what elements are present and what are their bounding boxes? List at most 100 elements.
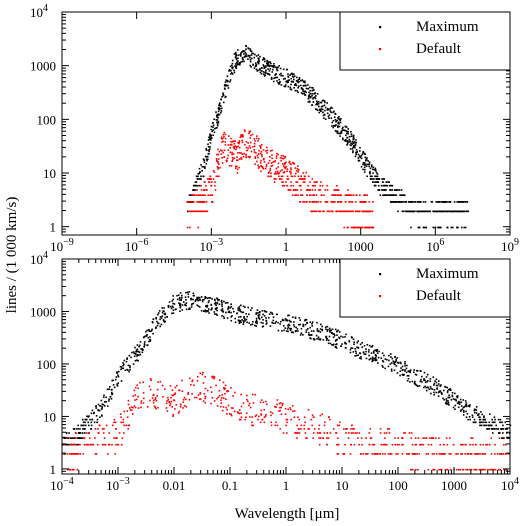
data-point (347, 130, 349, 133)
data-point (149, 340, 152, 342)
data-point (172, 309, 175, 312)
data-point (372, 172, 374, 174)
data-point (115, 437, 117, 439)
data-point (466, 413, 469, 415)
data-point (453, 210, 455, 213)
data-point (410, 226, 412, 229)
data-point (407, 377, 410, 380)
data-point (200, 210, 203, 213)
data-point (136, 355, 138, 357)
data-point (351, 140, 354, 143)
data-point (383, 432, 386, 434)
data-point (94, 437, 96, 439)
data-point (334, 194, 336, 196)
data-point (249, 137, 251, 139)
data-point (394, 363, 396, 366)
data-point (276, 80, 278, 82)
data-point (438, 468, 440, 471)
data-point (201, 299, 204, 301)
data-point (207, 310, 210, 312)
data-point (300, 424, 303, 427)
data-point (379, 432, 382, 434)
data-point (504, 421, 507, 424)
data-point (136, 384, 138, 387)
data-point (286, 319, 289, 322)
default-series (62, 371, 510, 471)
data-point (250, 150, 253, 153)
data-point (257, 153, 260, 155)
data-point (81, 437, 83, 439)
data-point (275, 178, 277, 180)
data-point (217, 158, 220, 160)
data-point (254, 163, 256, 165)
data-point (346, 226, 348, 229)
data-point (238, 158, 241, 160)
data-point (238, 319, 241, 322)
data-point (247, 147, 249, 149)
data-point (166, 400, 168, 402)
data-point (274, 405, 276, 408)
data-point (127, 399, 130, 402)
data-point (234, 321, 237, 323)
data-point (278, 83, 281, 85)
data-point (205, 296, 207, 299)
data-point (261, 310, 264, 312)
data-point (103, 396, 105, 398)
data-point (475, 468, 477, 471)
data-point (422, 437, 425, 439)
data-point (71, 468, 74, 471)
data-point (400, 362, 402, 365)
data-point (224, 302, 227, 304)
data-point (215, 111, 217, 113)
data-point (126, 368, 128, 371)
data-point (262, 73, 265, 75)
data-point (366, 344, 369, 346)
data-point (178, 299, 181, 301)
data-point (352, 432, 354, 434)
data-point (316, 103, 319, 106)
data-point (374, 349, 376, 352)
data-point (478, 418, 481, 421)
data-point (365, 357, 368, 360)
data-point (318, 428, 320, 430)
data-point (467, 418, 469, 421)
data-point (97, 428, 99, 430)
data-point (295, 170, 298, 172)
data-point (445, 210, 448, 213)
data-point (198, 167, 201, 170)
data-point (210, 184, 213, 187)
data-point (199, 372, 201, 375)
data-point (154, 406, 157, 409)
data-point (127, 364, 130, 367)
data-point (206, 159, 208, 162)
data-point (108, 398, 110, 400)
data-point (79, 437, 82, 439)
data-point (254, 324, 256, 327)
data-point (468, 405, 471, 408)
data-point (115, 428, 117, 430)
data-point (250, 50, 253, 53)
data-point (272, 80, 275, 83)
data-point (66, 468, 69, 471)
data-point (255, 325, 258, 327)
data-point (467, 453, 470, 455)
data-point (307, 409, 310, 411)
data-point (458, 401, 461, 404)
data-point (305, 437, 307, 439)
data-point (265, 413, 267, 416)
data-point (320, 201, 322, 203)
data-point (227, 144, 230, 146)
data-point (311, 189, 314, 191)
data-point (192, 189, 194, 191)
data-point (106, 388, 109, 391)
data-point (219, 405, 222, 408)
data-point (165, 402, 168, 405)
data-point (371, 453, 374, 455)
data-point (251, 323, 254, 326)
data-point (385, 184, 387, 187)
data-point (169, 305, 172, 308)
data-point (385, 189, 387, 191)
data-point (397, 210, 399, 213)
data-point (242, 320, 245, 322)
data-point (346, 428, 348, 430)
